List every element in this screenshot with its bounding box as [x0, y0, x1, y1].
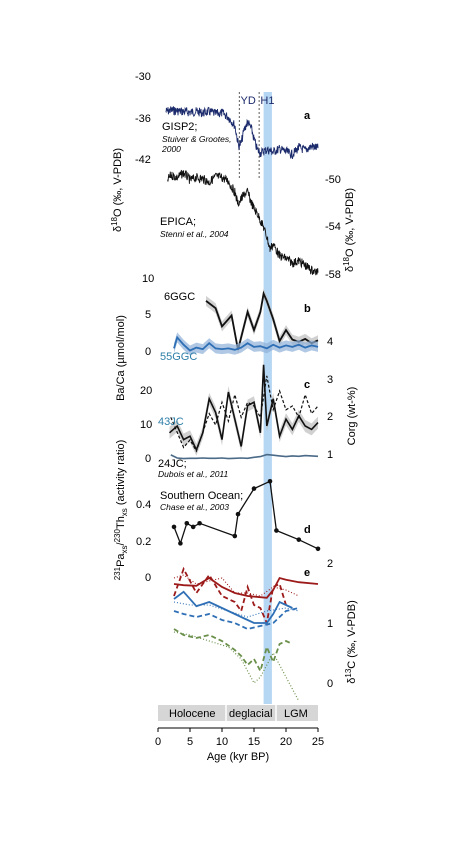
tick-a-left-2: -36: [135, 113, 151, 125]
24jc-series-line: [170, 453, 319, 460]
tick-a-right-2: -54: [325, 221, 341, 233]
tick-c-left-3: 0: [145, 453, 151, 465]
x-ticks: 0 5 10 15 20 25: [155, 728, 324, 748]
tick-a-right-1: -50: [325, 174, 341, 186]
southern-ocean-point: [197, 520, 202, 526]
y-axis-title-d18o-left: δ18O (‰, V-PDB): [110, 148, 124, 232]
southern-ocean-point: [296, 537, 302, 542]
tick-c-left-2: 10: [140, 419, 152, 431]
panel-d-label: d: [304, 524, 311, 536]
series-layer: [165, 106, 321, 702]
24jc-label: 24JC;: [158, 458, 187, 470]
epica-label: EPICA;: [160, 216, 196, 228]
tick-a-left-1: -30: [135, 71, 151, 83]
timeline-deglacial: deglacial: [229, 708, 272, 720]
tick-c-right-2: 3: [327, 374, 333, 386]
55ggc-label: 55GGC: [160, 351, 197, 363]
gisp2-citation-2: 2000: [161, 144, 181, 154]
x-tick-label: 20: [280, 736, 292, 748]
tick-e-right-1: 2: [327, 558, 333, 570]
gisp2-series-line: [165, 106, 319, 160]
southern-ocean-point: [232, 533, 238, 539]
d13c-series-line-4: [173, 590, 293, 624]
southern-ocean-point: [235, 511, 241, 517]
tick-e-right-2: 1: [327, 618, 333, 630]
southern-ocean-point: [171, 524, 177, 530]
y-axis-title-pa-th: 231Paxs/230Thxs (activity ratio): [113, 440, 129, 581]
24jc-citation: Dubois et al., 2011: [158, 469, 229, 479]
epica-series-line: [167, 169, 319, 276]
x-tick-label: 10: [216, 736, 228, 748]
southern-ocean-series-line: [173, 480, 319, 550]
panel-c-label: c: [304, 379, 310, 391]
d13c-series-line-7: [173, 628, 293, 674]
tick-b-left-3: 0: [145, 346, 151, 358]
southern-ocean-point: [315, 546, 321, 552]
panel-a-label: a: [304, 110, 311, 122]
x-tick-label: 0: [155, 736, 161, 748]
tick-b-left-2: 5: [145, 309, 151, 321]
x-axis-title: Age (kyr BP): [207, 751, 269, 763]
y-axis-title-d13c: δ13C (‰, V-PDB): [344, 600, 358, 683]
timeline-bar: [158, 705, 318, 721]
43jc-label: 43JC: [158, 416, 184, 428]
d13c-series-line-8: [173, 631, 300, 702]
d13c-series-line-5: [173, 607, 300, 630]
x-tick-label: 15: [248, 736, 260, 748]
d13c-series-line-2: [173, 566, 287, 627]
timeline-holocene: Holocene: [169, 708, 215, 720]
gisp2-label: GISP2;: [162, 121, 197, 133]
6ggc-label: 6GGC: [164, 291, 195, 303]
d13c-series-line-1: [173, 576, 319, 599]
tick-a-right-3: -58: [325, 269, 341, 281]
panel-e-label: e: [304, 567, 310, 579]
55ggc-series-line: [173, 335, 319, 352]
yd-label: YD: [241, 95, 256, 107]
southern-ocean-point: [251, 486, 257, 491]
southern-ocean-citation: Chase et al., 2003: [160, 502, 229, 512]
6ggc-uncertainty-band: [206, 288, 318, 355]
h1-band: [263, 92, 272, 704]
tick-d-left-2: 0.2: [136, 536, 151, 548]
southern-ocean-label: Southern Ocean;: [160, 490, 243, 502]
x-tick-label: 5: [187, 736, 193, 748]
d13c-series-line-3: [173, 574, 300, 597]
southern-ocean-point: [267, 478, 273, 484]
tick-c-right-4: 1: [327, 449, 333, 461]
y-axis-title-d18o-right: δ18O (‰, V-PDB): [342, 188, 356, 272]
x-tick-label: 25: [312, 736, 324, 748]
gisp2-citation-1: Stuiver & Grootes,: [162, 134, 231, 144]
southern-ocean-point: [274, 528, 279, 533]
tick-d-left-1: 0.4: [136, 499, 151, 511]
corg-series-line: [170, 375, 319, 453]
tick-d-left-3: 0: [145, 572, 151, 584]
epica-citation: Stenni et al., 2004: [160, 229, 229, 239]
panel-b-label: b: [304, 303, 311, 315]
tick-b-left-1: 10: [142, 273, 154, 285]
southern-ocean-point: [178, 541, 183, 546]
tick-c-right-1: 4: [327, 336, 333, 348]
southern-ocean-point: [190, 524, 196, 530]
y-axis-title-baca: Ba/Ca (µmol/mol): [115, 315, 127, 401]
tick-c-left-1: 20: [140, 385, 152, 397]
y-axis-title-corg: Corg (wt-%): [346, 387, 358, 446]
southern-ocean-point: [184, 520, 190, 526]
h1-label: H1: [260, 95, 274, 107]
timeline-lgm: LGM: [284, 708, 308, 720]
tick-e-right-3: 0: [327, 678, 333, 690]
tick-a-left-3: -42: [135, 154, 151, 166]
tick-c-right-3: 2: [327, 411, 333, 423]
